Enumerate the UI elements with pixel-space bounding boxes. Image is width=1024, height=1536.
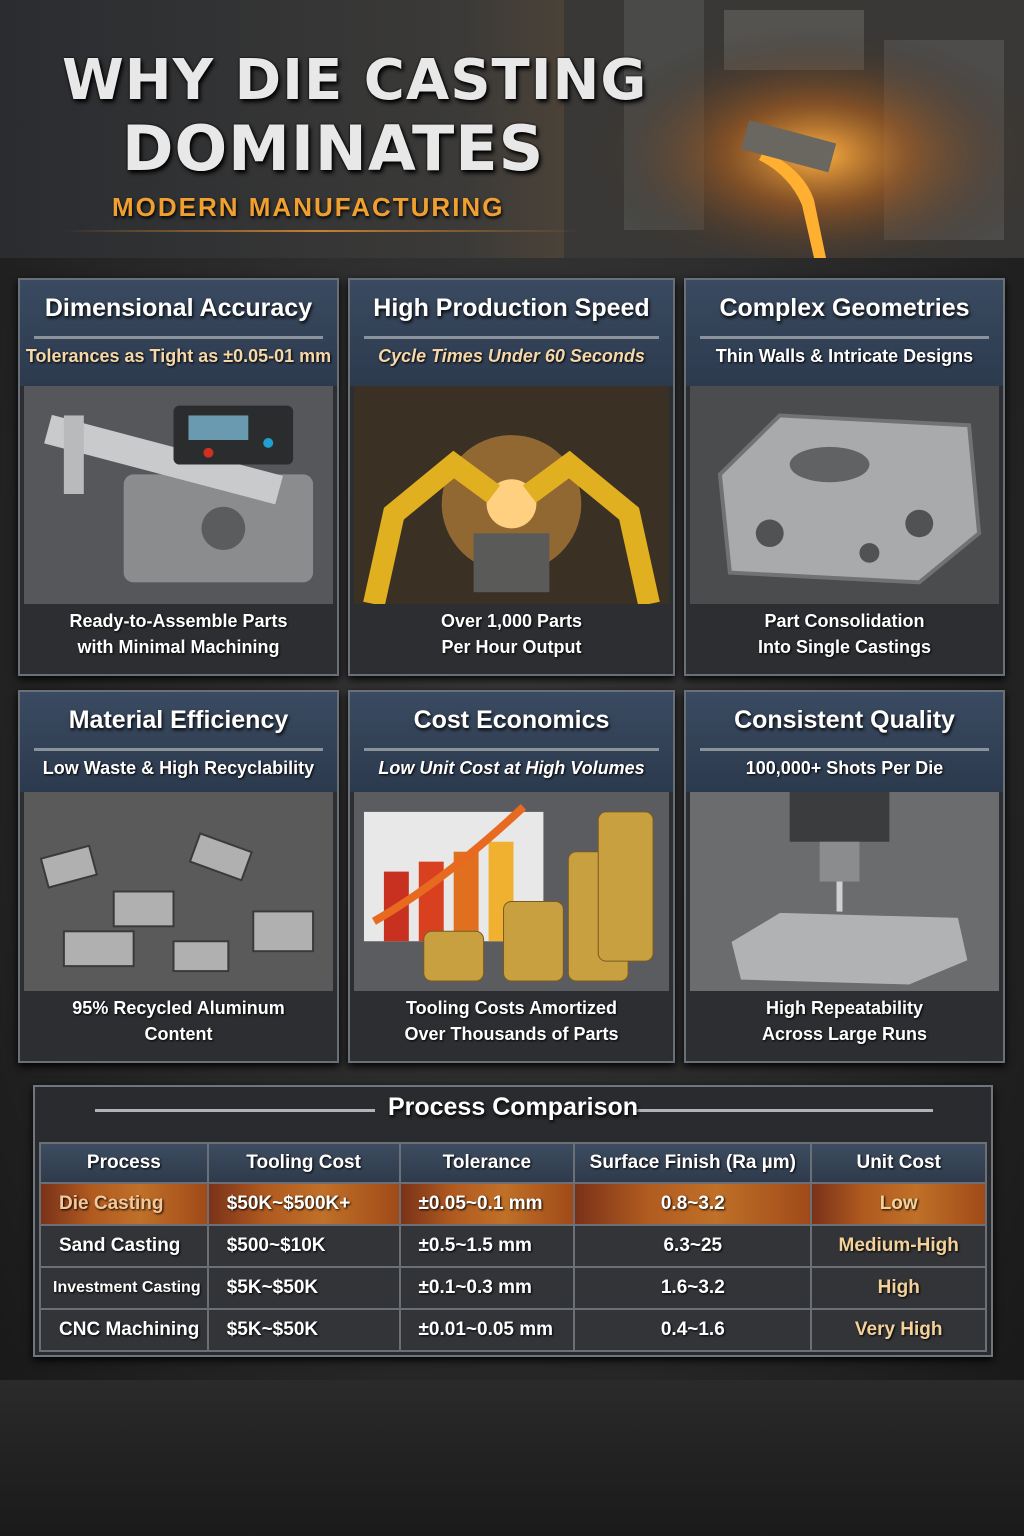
card-title: Material Efficiency <box>68 706 289 734</box>
card-cost-economics: Cost Economics Low Unit Cost at High Vol… <box>348 690 675 1063</box>
comparison-title: Process Comparison <box>387 1093 639 1121</box>
title-line-2: DOMINATES <box>122 112 545 185</box>
coins-chart-image <box>354 792 669 991</box>
card-subtitle: Thin Walls & Intricate Designs <box>715 346 974 366</box>
column-header: Tolerance <box>398 1142 576 1184</box>
column-header: Unit Cost <box>810 1142 987 1184</box>
comparison-table: Process Tooling Cost Tolerance Surface F… <box>39 1142 987 1352</box>
card-complex-geometries: Complex Geometries Thin Walls & Intricat… <box>684 278 1005 676</box>
card-title: Dimensional Accuracy <box>44 294 313 322</box>
footer-texture <box>0 1380 1024 1536</box>
cnc-machining-image <box>690 792 999 991</box>
card-high-production-speed: High Production Speed Cycle Times Under … <box>348 278 675 676</box>
caliper-image <box>24 386 333 604</box>
card-subtitle: Low Waste & High Recyclability <box>42 758 315 778</box>
subtitle-underline <box>60 230 580 232</box>
header-subtitle: MODERN MANUFACTURING <box>112 192 505 222</box>
card-caption: Part Consolidation Into Single Castings <box>757 611 931 657</box>
card-subtitle: Tolerances as Tight as ±0.05-01 mm <box>25 346 332 366</box>
table-row: CNC Machining $5K~$50K ±0.01~0.05 mm 0.4~1.… <box>39 1308 987 1352</box>
table-header-row: Process Tooling Cost Tolerance Surface F… <box>39 1142 987 1184</box>
column-header: Tooling Cost <box>206 1142 401 1184</box>
foundry-pour-image <box>564 0 1024 258</box>
cast-housing-image <box>690 386 999 604</box>
table-row-die-casting: Die Casting $50K~$500K+ ±0.05~0.1 mm 0.8~3.… <box>39 1182 987 1226</box>
table-row: Sand Casting $500~$10K ±0.5~1.5 mm 6.3~25 Me… <box>39 1224 987 1268</box>
title-line-1: WHY DIE CASTING <box>62 48 648 113</box>
card-caption: High Repeatability Across Large Runs <box>761 998 928 1044</box>
robotic-arms-image <box>354 386 669 604</box>
card-title: Complex Geometries <box>719 294 970 322</box>
header-banner: WHY DIE CASTING DOMINATES MODERN MANUFAC… <box>0 0 1024 258</box>
scrap-aluminum-image <box>24 792 333 991</box>
card-dimensional-accuracy: Dimensional Accuracy Tolerances as Tight… <box>18 278 339 676</box>
table-row: Investment Casting $5K~$50K ±0.1~0.3 mm 1.6… <box>39 1266 987 1310</box>
card-material-efficiency: Material Efficiency Low Waste & High Rec… <box>18 690 339 1063</box>
card-title: High Production Speed <box>373 294 650 322</box>
card-title: Cost Economics <box>413 706 610 734</box>
card-caption: Ready-to-Assemble Parts with Minimal Mach… <box>69 611 288 657</box>
card-caption: Tooling Costs Amortized Over Thousands of… <box>404 998 619 1044</box>
card-title: Consistent Quality <box>734 706 955 734</box>
process-comparison-panel: Process Comparison Process Tooling Cost … <box>33 1085 993 1357</box>
card-consistent-quality: Consistent Quality 100,000+ Shots Per Di… <box>684 690 1005 1063</box>
card-caption: Over 1,000 Parts Per Hour Output <box>440 611 583 657</box>
card-subtitle: Cycle Times Under 60 Seconds <box>378 346 645 366</box>
card-subtitle: Low Unit Cost at High Volumes <box>378 758 645 778</box>
column-header: Process <box>39 1142 209 1184</box>
card-subtitle: 100,000+ Shots Per Die <box>745 758 944 778</box>
card-caption: 95% Recycled Aluminum Content <box>72 998 285 1044</box>
column-header: Surface Finish (Ra µm) <box>573 1142 813 1184</box>
